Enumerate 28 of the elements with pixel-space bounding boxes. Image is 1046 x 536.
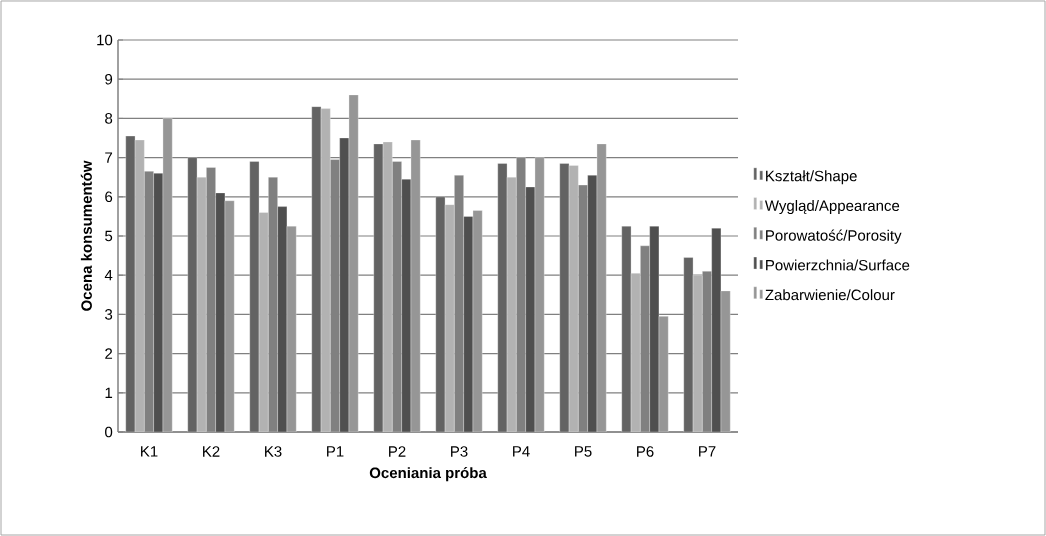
y-tick-label: 4 [104,270,113,281]
x-tick-label: P1 [327,446,344,457]
y-tick-label: 0 [105,426,113,438]
y-tick-label: 7 [105,152,113,163]
legend-label: Wygląd/Appearance [764,199,900,214]
x-tick-label: K1 [141,446,158,457]
y-tick-label: 2 [105,348,113,359]
y-axis-title: Ocena konsumentów [80,160,92,311]
x-tick-label: K2 [203,446,220,457]
legend-label: Zabarwienie/Colour [765,289,895,301]
y-tick-label: 10 [97,34,113,46]
legend-label: Porowatość/Porosity [766,229,902,244]
y-tick-label: 1 [105,387,113,398]
y-tick-label: 8 [105,113,113,124]
x-tick-label: P7 [699,446,716,457]
x-tick-label: P5 [575,446,592,457]
x-axis-title: Oceniania próba [369,467,487,482]
y-tick-label: 9 [105,73,113,85]
x-tick-label: P6 [637,446,654,457]
x-tick-label: P2 [389,446,406,457]
y-tick-label: 3 [105,309,113,320]
x-tick-label: P4 [513,446,530,457]
legend-label: Kształt/Shape [766,170,857,185]
legend-label: Powierzchnia/Surface [766,259,910,271]
x-tick-label: P3 [451,446,468,457]
y-tick-label: 5 [105,230,113,242]
x-tick-label: K3 [265,446,282,457]
y-tick-label: 6 [105,191,113,203]
